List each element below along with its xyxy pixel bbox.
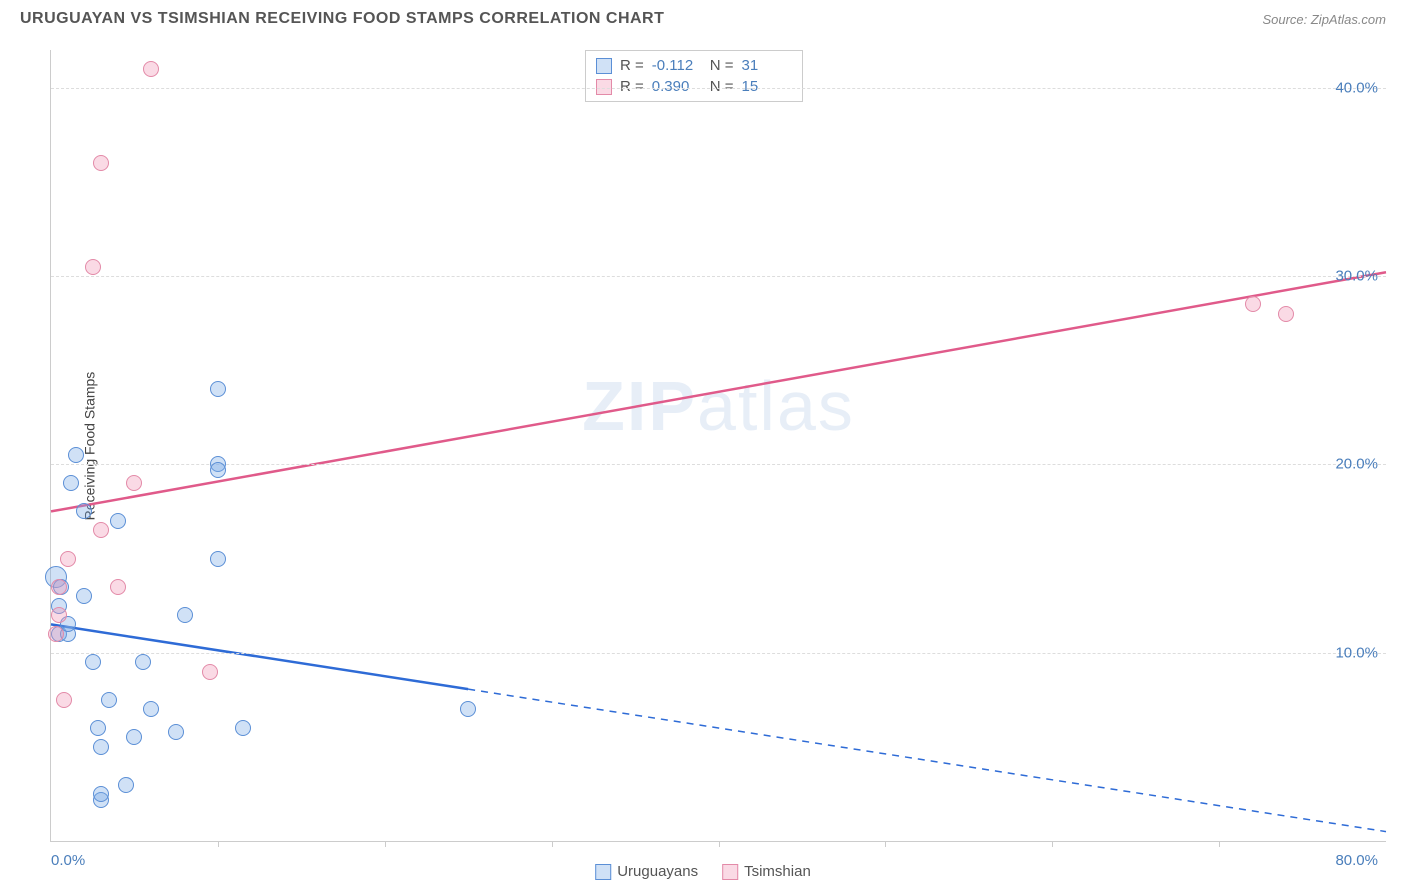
gridline: [51, 653, 1386, 654]
data-point: [110, 579, 126, 595]
r-label: R =: [620, 57, 644, 74]
n-value-uruguayans: 31: [742, 57, 792, 74]
data-point: [235, 720, 251, 736]
source-name: ZipAtlas.com: [1311, 12, 1386, 27]
r-value-tsimshian: 0.390: [652, 78, 702, 95]
data-point: [85, 259, 101, 275]
series-legend: Uruguayans Tsimshian: [595, 863, 811, 880]
stats-row-uruguayans: R = -0.112 N = 31: [596, 55, 792, 76]
data-point: [210, 381, 226, 397]
y-tick-label: 40.0%: [1335, 79, 1378, 96]
x-tick: [719, 841, 720, 847]
swatch-tsimshian: [596, 79, 612, 95]
data-point: [48, 626, 64, 642]
data-point: [168, 724, 184, 740]
n-label: N =: [710, 78, 734, 95]
data-point: [68, 447, 84, 463]
scatter-chart: ZIPatlas R = -0.112 N = 31 R = 0.390 N =…: [50, 50, 1386, 842]
data-point: [93, 522, 109, 538]
data-point: [101, 692, 117, 708]
data-point: [126, 729, 142, 745]
gridline: [51, 276, 1386, 277]
correlation-stats-box: R = -0.112 N = 31 R = 0.390 N = 15: [585, 50, 803, 102]
data-point: [210, 551, 226, 567]
trend-lines: [51, 50, 1386, 841]
data-point: [93, 786, 109, 802]
data-point: [76, 588, 92, 604]
data-point: [56, 692, 72, 708]
data-point: [51, 579, 67, 595]
legend-label-tsimshian: Tsimshian: [744, 863, 811, 880]
data-point: [76, 503, 92, 519]
data-point: [63, 475, 79, 491]
data-point: [126, 475, 142, 491]
data-point: [210, 462, 226, 478]
trendline-dashed: [468, 689, 1386, 831]
data-point: [93, 155, 109, 171]
data-point: [1245, 296, 1261, 312]
y-tick-label: 30.0%: [1335, 268, 1378, 285]
data-point: [93, 739, 109, 755]
legend-swatch-tsimshian: [722, 864, 738, 880]
trendline-solid: [51, 624, 468, 689]
data-point: [143, 61, 159, 77]
watermark-light: atlas: [697, 367, 855, 445]
data-point: [143, 701, 159, 717]
n-label: N =: [710, 57, 734, 74]
data-point: [177, 607, 193, 623]
x-tick: [1219, 841, 1220, 847]
data-point: [118, 777, 134, 793]
swatch-uruguayans: [596, 58, 612, 74]
source-prefix: Source:: [1262, 12, 1310, 27]
legend-item-tsimshian: Tsimshian: [722, 863, 811, 880]
x-axis-max-label: 80.0%: [1335, 852, 1378, 869]
data-point: [60, 551, 76, 567]
legend-swatch-uruguayans: [595, 864, 611, 880]
data-point: [135, 654, 151, 670]
y-tick-label: 10.0%: [1335, 644, 1378, 661]
x-tick: [552, 841, 553, 847]
x-axis-min-label: 0.0%: [51, 852, 85, 869]
n-value-tsimshian: 15: [742, 78, 792, 95]
chart-title: URUGUAYAN VS TSIMSHIAN RECEIVING FOOD ST…: [20, 10, 664, 28]
gridline: [51, 464, 1386, 465]
legend-item-uruguayans: Uruguayans: [595, 863, 698, 880]
gridline: [51, 88, 1386, 89]
stats-row-tsimshian: R = 0.390 N = 15: [596, 76, 792, 97]
trendline-solid: [51, 272, 1386, 511]
data-point: [1278, 306, 1294, 322]
watermark: ZIPatlas: [582, 366, 855, 446]
data-point: [51, 607, 67, 623]
x-tick: [385, 841, 386, 847]
y-tick-label: 20.0%: [1335, 456, 1378, 473]
data-point: [110, 513, 126, 529]
data-point: [90, 720, 106, 736]
watermark-bold: ZIP: [582, 367, 697, 445]
data-point: [202, 664, 218, 680]
legend-label-uruguayans: Uruguayans: [617, 863, 698, 880]
data-point: [85, 654, 101, 670]
x-tick: [1052, 841, 1053, 847]
r-label: R =: [620, 78, 644, 95]
x-tick: [885, 841, 886, 847]
data-point: [460, 701, 476, 717]
x-tick: [218, 841, 219, 847]
r-value-uruguayans: -0.112: [652, 57, 702, 74]
source-attribution: Source: ZipAtlas.com: [1262, 12, 1386, 27]
chart-header: URUGUAYAN VS TSIMSHIAN RECEIVING FOOD ST…: [0, 0, 1406, 33]
